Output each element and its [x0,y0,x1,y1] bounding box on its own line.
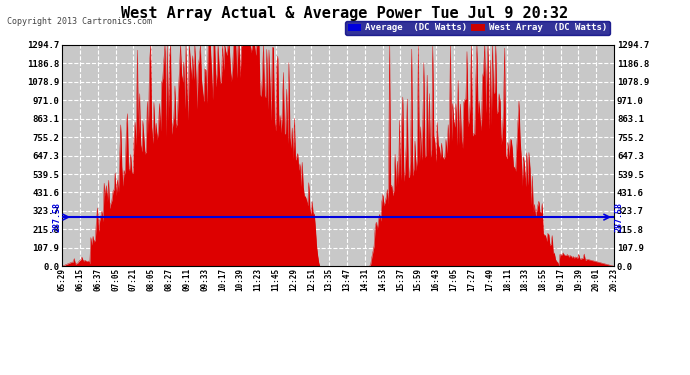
Legend: Average  (DC Watts), West Array  (DC Watts): Average (DC Watts), West Array (DC Watts… [345,21,609,35]
Text: 287.58: 287.58 [615,202,624,232]
Text: West Array Actual & Average Power Tue Jul 9 20:32: West Array Actual & Average Power Tue Ju… [121,6,569,21]
Text: Copyright 2013 Cartronics.com: Copyright 2013 Cartronics.com [7,17,152,26]
Text: 287.58: 287.58 [52,202,61,232]
